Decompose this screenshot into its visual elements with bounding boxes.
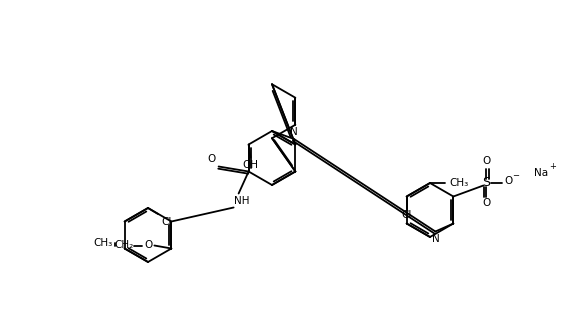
Text: N: N — [432, 235, 439, 245]
Text: Na: Na — [534, 168, 549, 178]
Text: S: S — [483, 176, 490, 189]
Text: −: − — [512, 171, 519, 180]
Text: O: O — [144, 241, 153, 251]
Text: +: + — [549, 162, 556, 171]
Text: O: O — [482, 198, 491, 208]
Text: Cl: Cl — [162, 217, 172, 227]
Text: CH₃: CH₃ — [94, 237, 113, 247]
Text: O: O — [504, 175, 513, 186]
Text: CH₂: CH₂ — [115, 241, 134, 251]
Text: Cl: Cl — [402, 211, 412, 221]
Text: NH: NH — [234, 197, 249, 207]
Text: O: O — [482, 157, 491, 167]
Text: OH: OH — [243, 159, 258, 169]
Text: O: O — [208, 154, 216, 164]
Text: N: N — [290, 127, 298, 137]
Text: CH₃: CH₃ — [449, 178, 469, 188]
